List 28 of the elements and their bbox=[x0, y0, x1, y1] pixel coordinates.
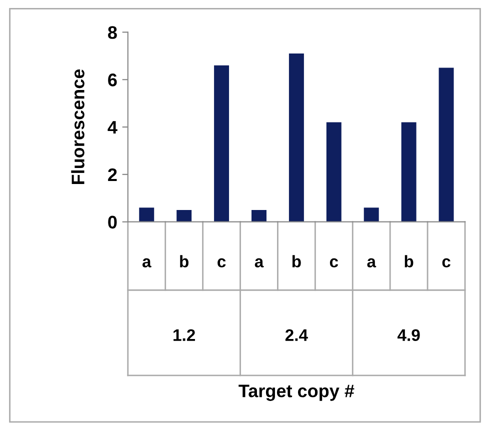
text: 2.4 bbox=[285, 329, 308, 341]
y-tick-label: 8 bbox=[108, 26, 117, 39]
x-tick-label: c bbox=[218, 258, 226, 268]
text: 4.9 bbox=[397, 329, 420, 342]
x-tick-label: b bbox=[404, 255, 414, 268]
x-tick-label: c bbox=[330, 258, 338, 268]
x-tick-label: a bbox=[367, 258, 376, 268]
bar bbox=[214, 65, 230, 222]
x-tick-label: a bbox=[142, 258, 152, 268]
y-tick-label: 0 bbox=[108, 216, 117, 229]
y-tick-label: 4 bbox=[108, 121, 118, 134]
y-tick-label: 2 bbox=[108, 168, 117, 181]
y-tick-label: 6 bbox=[108, 74, 117, 86]
bar bbox=[139, 208, 154, 222]
x-tick-label: b bbox=[180, 255, 188, 268]
text: 1.2 bbox=[174, 329, 195, 341]
bar bbox=[364, 208, 379, 222]
y-axis-title: Fluorescence bbox=[71, 69, 84, 184]
bar bbox=[401, 122, 416, 222]
text: Target copy # bbox=[238, 384, 354, 401]
bar bbox=[438, 68, 454, 222]
x-tick-label: b bbox=[292, 255, 301, 268]
x-tick-label: a bbox=[254, 258, 264, 268]
bar bbox=[252, 210, 266, 222]
bar bbox=[176, 210, 192, 222]
bar bbox=[288, 54, 304, 222]
x-tick-label: c bbox=[442, 258, 450, 268]
bar bbox=[326, 122, 342, 222]
